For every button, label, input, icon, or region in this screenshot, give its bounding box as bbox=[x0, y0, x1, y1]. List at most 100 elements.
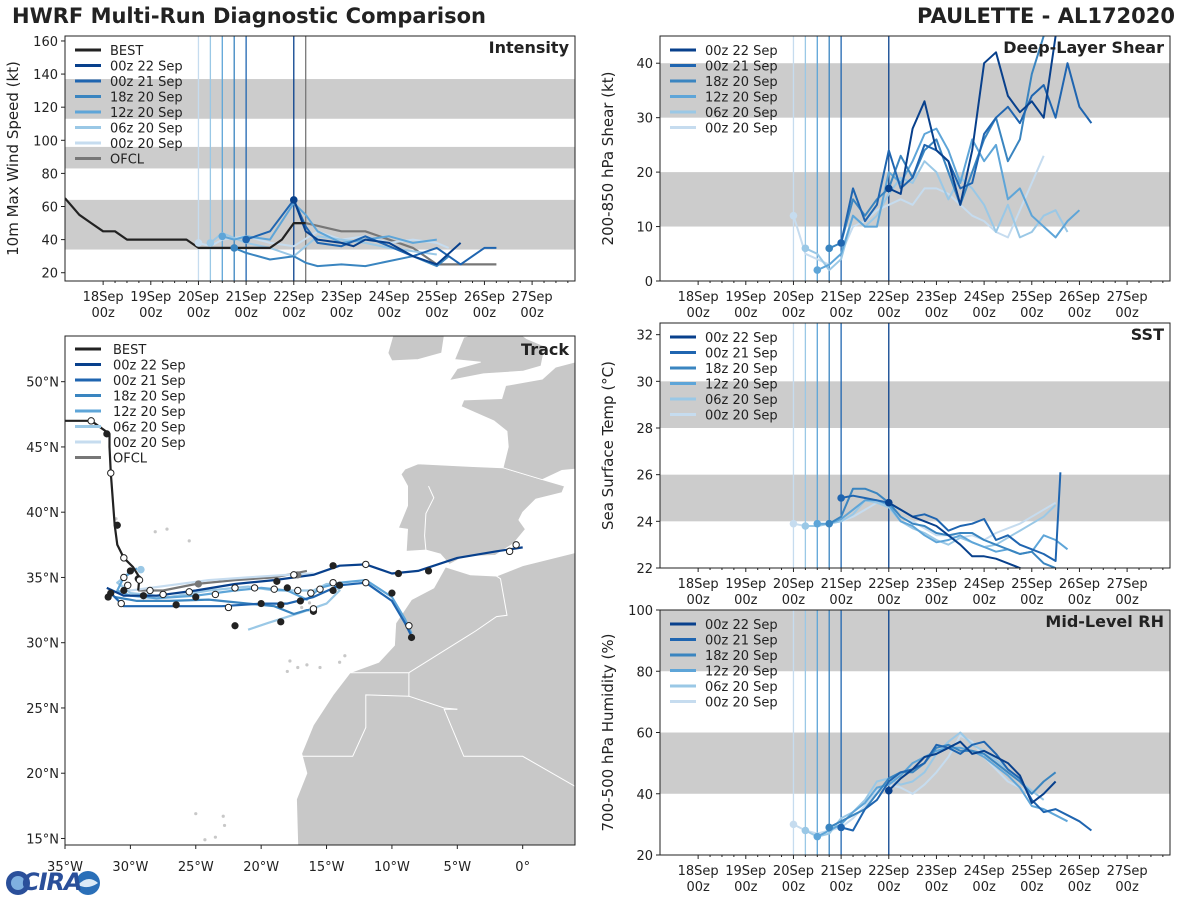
track-land-mass bbox=[387, 336, 445, 362]
intensity-y-axis-label: 10m Max Wind Speed (kt) bbox=[4, 61, 22, 256]
intensity-init-marker bbox=[289, 196, 298, 204]
sst-init-marker bbox=[837, 494, 845, 502]
shear-init-marker bbox=[801, 244, 810, 253]
track-marker-open bbox=[290, 571, 298, 579]
rh-init-marker bbox=[813, 832, 822, 841]
track-island bbox=[338, 660, 342, 664]
sst-xtick-date: 26Sep bbox=[1059, 577, 1100, 592]
sst-xtick-hour: 00z bbox=[1020, 593, 1044, 608]
track-marker-filled bbox=[104, 593, 112, 601]
rh-xtick-date: 18Sep bbox=[678, 864, 719, 879]
track-marker-filled bbox=[113, 521, 121, 529]
sst-legend-label: 00z 21 Sep bbox=[705, 347, 778, 362]
track-legend-label: 00z 20 Sep bbox=[113, 436, 186, 451]
track-legend-label: OFCL bbox=[113, 452, 148, 467]
track-marker-open bbox=[309, 605, 318, 613]
intensity-legend-label: 00z 22 Sep bbox=[110, 60, 183, 75]
track-marker-open bbox=[120, 573, 128, 582]
track-panel-title: Track bbox=[521, 340, 569, 359]
track-xtick-label: 35°W bbox=[47, 860, 83, 875]
figure-title: HWRF Multi-Run Diagnostic Comparison bbox=[12, 4, 487, 28]
track-marker-filled bbox=[273, 577, 281, 585]
track-country-border bbox=[424, 485, 435, 551]
rh-xtick-hour: 00z bbox=[734, 880, 758, 895]
rh-series-line bbox=[816, 746, 1068, 838]
track-marker-ofcl bbox=[194, 580, 202, 588]
intensity-legend-label: 00z 20 Sep bbox=[110, 137, 183, 152]
rh-panel-title: Mid-Level RH bbox=[1045, 612, 1164, 631]
track-series-line bbox=[110, 581, 413, 637]
rh-xtick-hour: 00z bbox=[686, 880, 710, 895]
intensity-shaded-band bbox=[65, 199, 575, 250]
shear-xtick-date: 27Sep bbox=[1107, 290, 1148, 305]
intensity-shaded-band bbox=[65, 146, 575, 169]
sst-xtick-hour: 00z bbox=[782, 593, 806, 608]
track-island bbox=[165, 527, 169, 531]
track-xtick-label: 10°W bbox=[374, 860, 410, 875]
intensity-ytick-label: 40 bbox=[41, 234, 58, 249]
track-marker-open bbox=[120, 554, 128, 562]
track-xtick-label: 0° bbox=[515, 860, 530, 875]
shear-xtick-date: 22Sep bbox=[868, 290, 909, 305]
shear-panel-title: Deep-Layer Shear bbox=[1003, 38, 1164, 57]
rh-shaded-band bbox=[660, 732, 1170, 794]
rh-xtick-date: 24Sep bbox=[964, 864, 1005, 879]
shear-legend-label: 00z 20 Sep bbox=[705, 122, 778, 137]
intensity-ytick-label: 120 bbox=[33, 101, 58, 116]
rh-ytick-label: 80 bbox=[636, 665, 653, 680]
track-marker-open bbox=[135, 576, 144, 584]
track-marker-filled bbox=[172, 601, 180, 609]
sst-y-axis-label: Sea Surface Temp (°C) bbox=[599, 361, 617, 530]
sst-xtick-date: 25Sep bbox=[1011, 577, 1052, 592]
intensity-legend-label: BEST bbox=[110, 44, 143, 59]
track-marker-open bbox=[505, 547, 514, 556]
track-marker-open bbox=[87, 417, 95, 425]
track-xtick-label: 20°W bbox=[243, 860, 279, 875]
track-marker-filled bbox=[394, 569, 403, 578]
track-marker-filled bbox=[296, 597, 304, 605]
track-ytick-label: 45°N bbox=[26, 441, 59, 456]
rh-xtick-date: 22Sep bbox=[868, 864, 909, 879]
intensity-ytick-label: 100 bbox=[33, 134, 58, 149]
sst-series-line bbox=[840, 472, 1062, 562]
shear-xtick-date: 24Sep bbox=[964, 290, 1005, 305]
shear-xtick-hour: 00z bbox=[925, 306, 949, 321]
rh-xtick-date: 27Sep bbox=[1107, 864, 1148, 879]
intensity-init-marker bbox=[206, 239, 215, 247]
shear-legend-label: 18z 20 Sep bbox=[705, 75, 778, 90]
shear-legend-label: 06z 20 Sep bbox=[705, 106, 778, 121]
track-marker-open bbox=[117, 599, 125, 608]
rh-init-marker bbox=[801, 826, 810, 835]
sst-xtick-hour: 00z bbox=[925, 593, 949, 608]
shear-frame bbox=[659, 35, 1171, 282]
track-country-border bbox=[408, 695, 458, 710]
sst-init-marker bbox=[813, 519, 822, 528]
rh-xtick-hour: 00z bbox=[1115, 880, 1139, 895]
shear-xtick-date: 23Sep bbox=[916, 290, 957, 305]
track-island bbox=[153, 530, 157, 534]
track-ytick-label: 25°N bbox=[26, 702, 59, 717]
track-ytick-label: 15°N bbox=[26, 832, 59, 847]
rh-legend-label: 00z 20 Sep bbox=[705, 696, 778, 711]
intensity-ytick-label: 60 bbox=[41, 201, 58, 216]
sst-shaded-band bbox=[660, 474, 1170, 522]
track-legend-label: 12z 20 Sep bbox=[113, 405, 186, 420]
rh-xtick-date: 23Sep bbox=[916, 864, 957, 879]
sst-ytick-label: 24 bbox=[636, 515, 653, 530]
sst-shaded-band bbox=[660, 381, 1170, 428]
shear-xtick-hour: 00z bbox=[782, 306, 806, 321]
track-ytick-label: 20°N bbox=[26, 767, 59, 782]
track-xtick-label: 30°W bbox=[112, 860, 148, 875]
shear-series-line bbox=[840, 62, 1093, 244]
track-country-border bbox=[443, 708, 575, 787]
intensity-legend-label: 12z 20 Sep bbox=[110, 106, 183, 121]
intensity-xtick-date: 26Sep bbox=[464, 290, 505, 305]
track-marker-open bbox=[362, 578, 370, 587]
rh-legend-label: 06z 20 Sep bbox=[705, 680, 778, 695]
shear-series-group bbox=[789, 36, 1093, 274]
shear-series-line bbox=[828, 36, 1045, 250]
track-island bbox=[221, 814, 225, 818]
track-island bbox=[288, 659, 292, 663]
track-island bbox=[194, 812, 198, 816]
